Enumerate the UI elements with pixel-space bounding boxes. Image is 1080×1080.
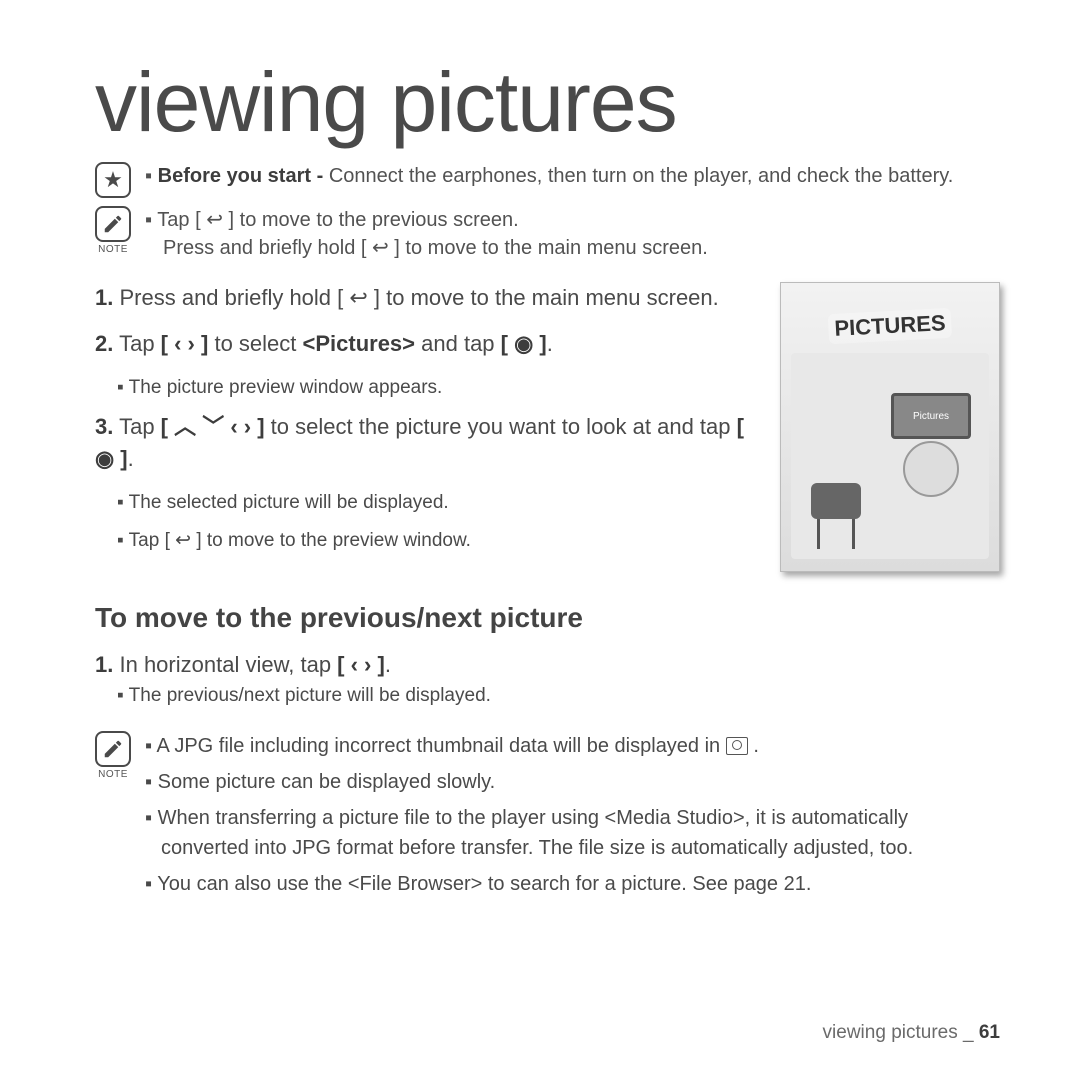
notes-list: A JPG file including incorrect thumbnail… [145,731,1000,905]
step-2b: to select [214,331,302,356]
footer-text: viewing pictures _ [823,1022,974,1043]
note-slow-display: Some picture can be displayed slowly. [145,767,1000,797]
note-media-studio: When transferring a picture file to the … [145,803,1000,863]
note-icon-wrap-2: NOTE [95,731,131,780]
s2-step1-text: In horizontal view, tap [119,652,337,677]
step-2: 2. Tap [ ‹ › ] to select <Pictures> and … [95,328,756,360]
main-content-row: 1. Press and briefly hold [ ↩ ] to move … [95,282,1000,572]
s2-step1-sub: The previous/next picture will be displa… [117,685,1000,707]
tripod-illustration [817,519,855,549]
intro-note-line1: Tap [ ↩ ] to move to the previous screen… [157,209,518,231]
intro-note-line2: Press and briefly hold [ ↩ ] to move to … [145,234,1000,262]
select-circle-icon: [ ◉ ] [501,331,547,356]
step-1-text: Press and briefly hold [ ↩ ] to move to … [119,285,718,310]
dog-illustration [903,441,959,497]
note-pencil-icon [95,206,131,242]
device-screenshot: PICTURES Pictures [780,282,1000,572]
camera-illustration [811,483,861,519]
step-2c: and tap [421,331,501,356]
step-3a: Tap [119,414,161,439]
step-3-num: 3. [95,414,113,439]
note-label: NOTE [98,244,128,255]
step-2-num: 2. [95,331,113,356]
nav-arrows-icon: [ ︿ ﹀ ‹ › ] [161,414,265,439]
page-title: viewing pictures [95,60,1000,144]
pictures-menu-label: <Pictures> [303,331,416,356]
note-pencil-icon-2 [95,731,131,767]
footer-page-number: 61 [979,1022,1000,1043]
intro-note-text: Tap [ ↩ ] to move to the previous screen… [145,206,1000,262]
manual-page: viewing pictures ★ Before you start - Co… [0,0,1080,945]
left-right-icon-2: [ ‹ › ] [337,652,385,677]
step-3-sub1: The selected picture will be displayed. [117,489,756,517]
steps-list: 1. Press and briefly hold [ ↩ ] to move … [95,282,756,572]
step-2-sub: The picture preview window appears. [117,374,756,402]
prev-next-heading: To move to the previous/next picture [95,602,1000,634]
step-3: 3. Tap [ ︿ ﹀ ‹ › ] to select the picture… [95,411,756,475]
before-start-body: Connect the earphones, then turn on the … [329,165,954,187]
left-right-icon: [ ‹ › ] [161,331,209,356]
note1b: . [753,735,759,757]
step-2a: Tap [119,331,161,356]
intro-note-row: NOTE Tap [ ↩ ] to move to the previous s… [95,206,1000,262]
step-1-num: 1. [95,285,113,310]
star-icon: ★ [95,162,131,198]
s2-step1-num: 1. [95,652,113,677]
scene-illustration: Pictures [791,353,989,559]
step-3-sub2: Tap [ ↩ ] to move to the preview window. [117,527,756,555]
sign-illustration: Pictures [891,393,971,439]
note-icon-wrap: NOTE [95,206,131,255]
before-start-label: Before you start - [158,165,324,187]
note1a: A JPG file including incorrect thumbnail… [157,735,726,757]
page-footer: viewing pictures _ 61 [823,1022,1000,1044]
step-1: 1. Press and briefly hold [ ↩ ] to move … [95,282,756,314]
note-file-browser: You can also use the <File Browser> to s… [145,869,1000,899]
note-jpg-thumbnail: A JPG file including incorrect thumbnail… [145,731,1000,761]
before-you-start-text: Before you start - Connect the earphones… [145,162,1000,190]
thumbnail-placeholder-icon [726,737,748,755]
note-label-2: NOTE [98,769,128,780]
before-you-start-row: ★ Before you start - Connect the earphon… [95,162,1000,198]
pictures-banner: PICTURES [828,308,953,344]
bottom-notes-block: NOTE A JPG file including incorrect thum… [95,731,1000,905]
step-3b: to select the picture you want to look a… [271,414,737,439]
section2-step1: 1. In horizontal view, tap [ ‹ › ]. [95,648,1000,681]
